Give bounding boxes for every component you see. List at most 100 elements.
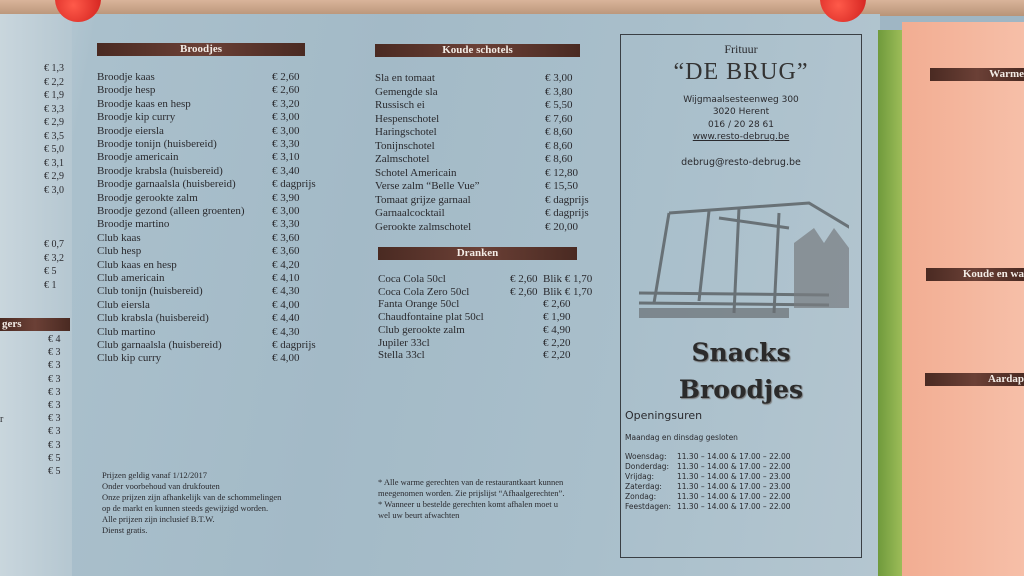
dranken-list: Coca Cola 50cl € 2,60 Blik € 1,70 Coca Cola… — [378, 273, 618, 373]
item-name: Haringschotel — [375, 126, 437, 138]
item-name: Stella 33cl — [378, 349, 425, 362]
price: € 3 — [48, 413, 61, 425]
item-price: € 20,00 — [545, 220, 578, 233]
price: € 3,1 — [44, 157, 64, 169]
menu-item: Club hesp € 3,60 — [97, 245, 337, 258]
menu-item: Club garnaalsla (huisbereid) € dagprijs — [97, 339, 337, 352]
time: 11.30 – 14.00 & 17.00 – 22.00 — [677, 452, 791, 461]
website-link[interactable]: www.resto-debrug.be — [692, 132, 790, 142]
frituur-info-card: Frituur “DE BRUG” Wijgmaalsesteenweg 300… — [620, 34, 862, 558]
item-name: Club tonijn (huisbereid) — [97, 285, 203, 298]
item-name: Broodje gerookte zalm — [97, 191, 198, 204]
price: € 1,3 — [44, 63, 64, 74]
dranken-header: Dranken — [378, 247, 577, 260]
item-price: € dagprijs — [545, 207, 589, 219]
item-price: € 3,20 — [272, 97, 300, 110]
day: Donderdag: — [625, 462, 670, 471]
item-price: € 3,30 — [272, 218, 300, 231]
menu-item: Verse zalm “Belle Vue” € 15,50 — [375, 180, 615, 193]
item-price-extra: Blik € 1,70 — [543, 273, 593, 285]
day: Vrijdag: — [625, 472, 655, 481]
item-name: Sla en tomaat — [375, 72, 435, 84]
item-price: € 3,30 — [272, 138, 300, 150]
time: 11.30 – 14.00 & 17.00 – 23.00 — [677, 472, 791, 481]
menu-item: Gerookte zalmschotel € 20,00 — [375, 221, 615, 234]
item-name: Club americain — [97, 272, 165, 284]
city: 3020 Herent — [712, 107, 770, 117]
koude-schotels-header: Koude schotels — [375, 44, 580, 57]
item-price-extra: € 1,90 — [543, 311, 571, 324]
note-line: op de markt en kunnen steeds gewijzigd w… — [102, 503, 269, 513]
item-name: Coca Cola Zero 50cl — [378, 285, 470, 298]
note-line: * Wanneer u bestelde gerechten komt afha… — [378, 499, 558, 509]
price: € 4 — [48, 334, 61, 345]
left-sheet-edge — [0, 14, 72, 576]
menu-item: Broodje americain € 3,10 — [97, 151, 337, 164]
item-name: Broodje kaas — [97, 71, 155, 83]
note-line: * Alle warme gerechten van de restaurant… — [378, 477, 564, 487]
item-price: € 15,50 — [545, 180, 578, 192]
pink-menu-sheet — [902, 22, 1024, 576]
item-name: Russisch ei — [375, 99, 425, 111]
menu-item: Broodje hesp € 2,60 — [97, 84, 337, 97]
frituur-label: Frituur — [724, 42, 758, 56]
menu-item: Broodje krabsla (huisbereid) € 3,40 — [97, 165, 337, 178]
warme-header: Warme — [930, 68, 1024, 81]
red-pushpin — [55, 0, 101, 22]
item-price-extra: € 2,60 — [543, 298, 571, 311]
price: € 3 — [48, 347, 61, 359]
item-name: Club martino — [97, 325, 156, 338]
item-name: Club gerookte zalm — [378, 323, 465, 336]
item-price: € 4,00 — [272, 298, 300, 311]
note-line: Alle prijzen zijn inclusief B.T.W. — [102, 514, 215, 524]
menu-item: Club krabsla (huisbereid) € 4,40 — [97, 312, 337, 325]
day: Feestdagen: — [625, 502, 671, 511]
item-price-extra: € 4,90 — [543, 323, 571, 336]
drawbridge-illustration — [638, 201, 849, 318]
menu-item: Broodje gerookte zalm € 3,90 — [97, 192, 337, 205]
item-price-extra: € 2,20 — [543, 349, 571, 362]
koude-en-warme-header: Koude en wa — [926, 268, 1024, 281]
item-name: Schotel Americain — [375, 166, 457, 179]
headline-broodjes: Broodjes — [678, 375, 804, 404]
price: € 3 — [48, 360, 61, 372]
item-price: € 3,40 — [272, 164, 300, 177]
note-line: wel uw beurt afwachten — [378, 510, 460, 520]
item-name: Coca Cola 50cl — [378, 273, 446, 285]
email-link[interactable]: debrug@resto-debrug.be — [681, 157, 801, 168]
menu-item: Broodje eiersla € 3,00 — [97, 125, 337, 138]
menu-item: Jupiler 33cl € 2,20 — [378, 337, 618, 350]
item-price: € 2,60 — [272, 84, 300, 97]
item-price: € 5,50 — [545, 99, 573, 111]
price: € 3 — [48, 373, 61, 385]
time: 11.30 – 14.00 & 17.00 – 22.00 — [677, 462, 791, 471]
menu-item: Chaudfontaine plat 50cl € 1,90 — [378, 311, 618, 324]
menu-item: Club kaas en hesp € 4,20 — [97, 259, 337, 272]
price: € 3,3 — [44, 103, 64, 115]
menu-item: Broodje kaas € 2,60 — [97, 71, 337, 84]
price: € 3 — [48, 439, 61, 451]
phone: 016 / 20 28 61 — [707, 120, 774, 130]
note-line: Onze prijzen zijn afhankelijk van de sch… — [102, 492, 282, 502]
menu-item: Fanta Orange 50cl € 2,60 — [378, 298, 618, 311]
item-price: € 3,00 — [272, 205, 300, 217]
item-price: € dagprijs — [545, 193, 589, 206]
note-line: Dienst gratis. — [102, 525, 148, 535]
item-name: Broodje martino — [97, 218, 170, 231]
item-price: € 4,20 — [272, 258, 300, 271]
day: Zaterdag: — [625, 482, 662, 491]
price: € 1 — [44, 279, 57, 291]
left-partial-text: r — [0, 414, 4, 425]
menu-item: Broodje tonijn (huisbereid) € 3,30 — [97, 138, 337, 151]
time: 11.30 – 14.00 & 17.00 – 23.00 — [677, 482, 791, 491]
item-name: Broodje kip curry — [97, 111, 176, 124]
item-name: Broodje krabsla (huisbereid) — [97, 164, 223, 177]
menu-item: Hespenschotel € 7,60 — [375, 113, 615, 126]
left-partial-prices: € 0,7 € 3,2 € 5 € 1 — [44, 238, 72, 298]
item-price: € 2,60 — [510, 273, 538, 285]
restaurant-name: “DE BRUG” — [673, 59, 809, 85]
menu-item: Club eiersla € 4,00 — [97, 299, 337, 312]
menu-item: Broodje kip curry € 3,00 — [97, 111, 337, 124]
price: € 5 — [44, 266, 57, 277]
menu-item: Schotel Americain € 12,80 — [375, 167, 615, 180]
